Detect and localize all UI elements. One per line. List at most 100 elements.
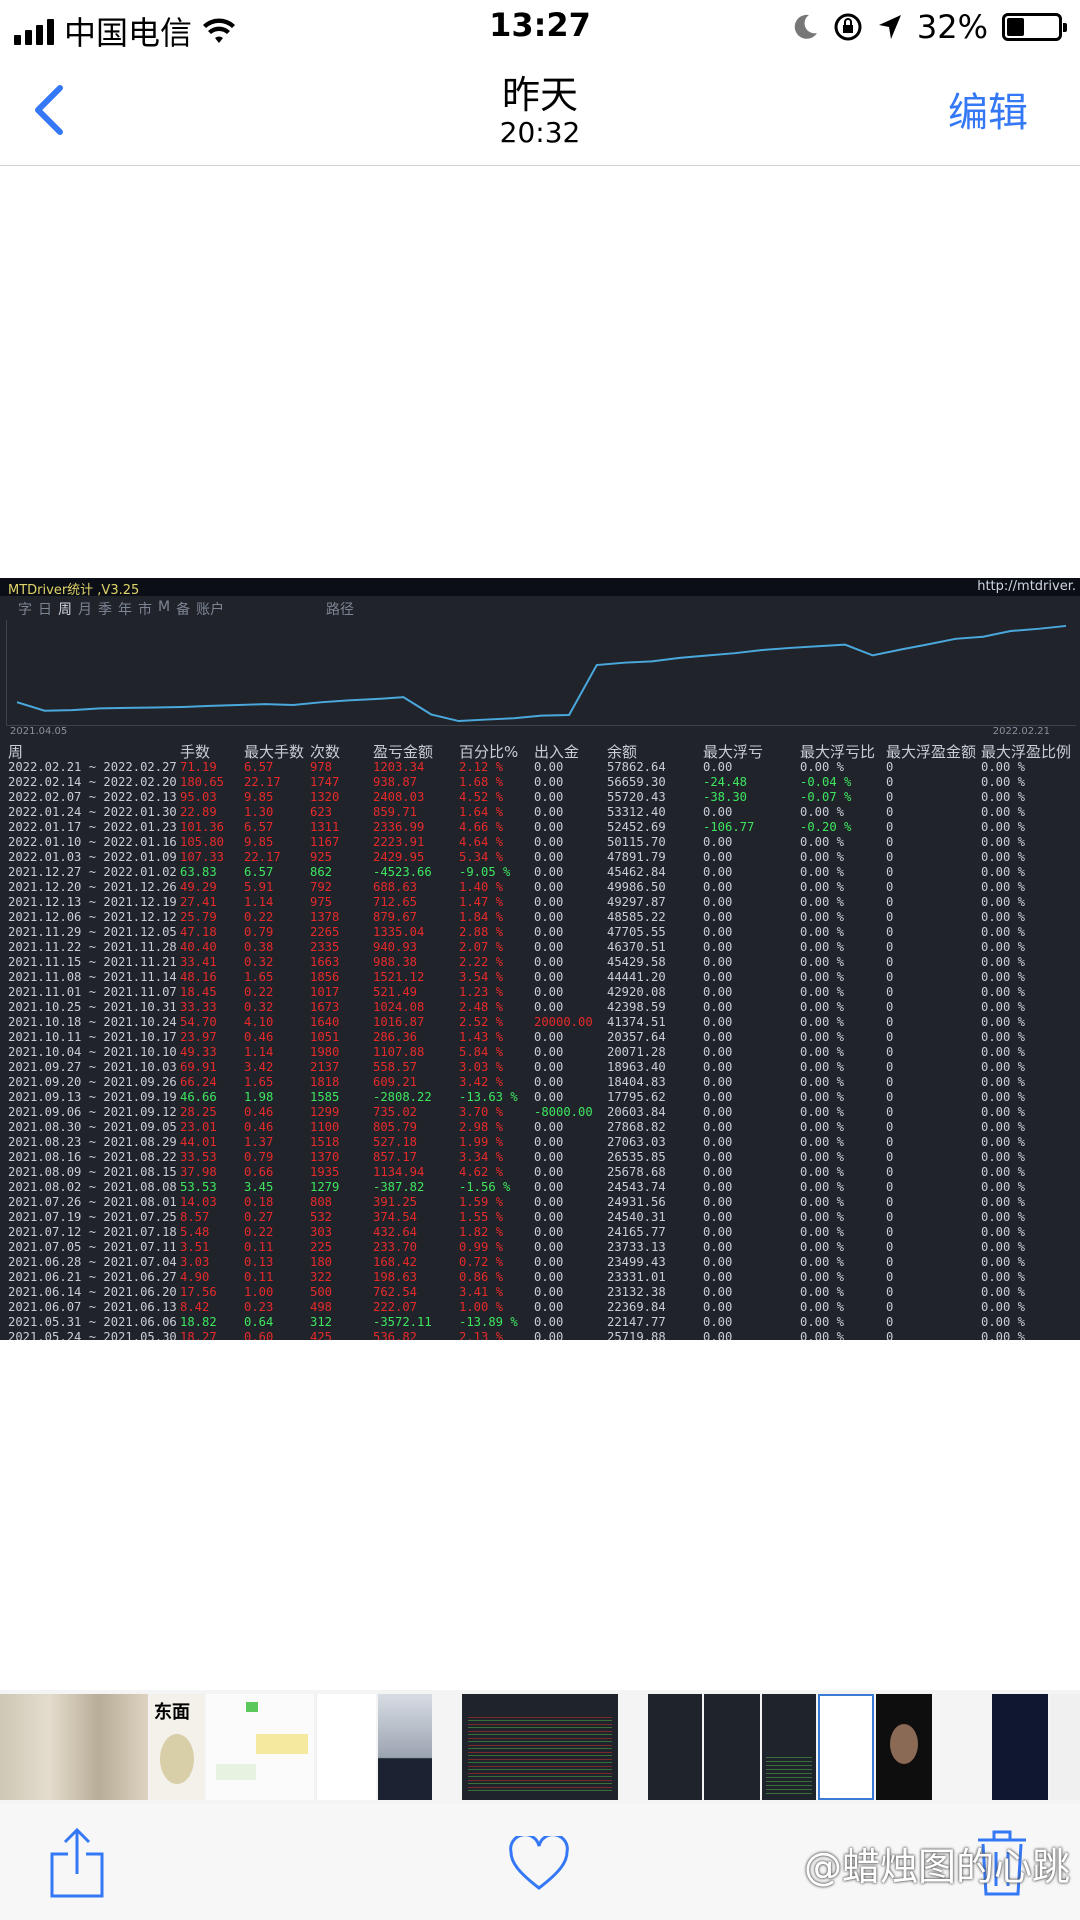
table-cell: 312 — [310, 1315, 333, 1329]
mt-tab[interactable]: 账户 — [196, 602, 225, 618]
table-cell: 0.00 % — [800, 1150, 845, 1164]
table-cell: 0.38 — [244, 940, 274, 954]
table-cell: 0.00 % — [981, 910, 1026, 924]
nav-subtitle: 20:32 — [499, 116, 581, 149]
table-cell: 3.54 % — [459, 970, 504, 984]
mt-tab[interactable]: 周 — [58, 602, 72, 618]
thumbnail[interactable]: 东面 — [150, 1694, 204, 1800]
table-cell: 0.00 — [703, 850, 733, 864]
table-cell: 0.99 % — [459, 1240, 504, 1254]
table-cell: 2021.07.19 ~ 2021.07.25 — [8, 1210, 177, 1224]
table-cell: 0 — [886, 1330, 894, 1340]
table-cell: 1.43 % — [459, 1030, 504, 1044]
mt-tab[interactable]: 字 — [18, 602, 32, 618]
mt-tab[interactable]: 年 — [118, 602, 132, 618]
table-row: 2021.12.06 ~ 2021.12.12 25.79 0.22 1378 879.… — [0, 910, 1080, 925]
table-row: 2021.06.21 ~ 2021.06.27 4.90 0.11 322 198.63… — [0, 1270, 1080, 1285]
thumbnail[interactable] — [378, 1694, 432, 1800]
thumbnail[interactable] — [934, 1694, 990, 1800]
status-bar: 中国电信 13:27 32% — [0, 0, 1080, 54]
table-cell: 2021.09.20 ~ 2021.09.26 — [8, 1075, 177, 1089]
table-cell: 0.00 — [703, 1045, 733, 1059]
table-cell: 0.00 — [703, 865, 733, 879]
thumbnail[interactable] — [648, 1694, 702, 1800]
thumbnail[interactable] — [0, 1694, 148, 1800]
thumbnail[interactable] — [1050, 1694, 1080, 1800]
table-cell: 2021.11.29 ~ 2021.12.05 — [8, 925, 177, 939]
table-cell: 26535.85 — [607, 1150, 666, 1164]
table-cell: -9.05 % — [459, 865, 511, 879]
table-header-cell: 盈亏金额 — [373, 743, 434, 761]
table-cell: 0.00 % — [981, 925, 1026, 939]
table-cell: 0.00 — [534, 1285, 564, 1299]
table-cell: 1.23 % — [459, 985, 504, 999]
table-cell: 0.00 % — [800, 925, 845, 939]
table-cell: 27.41 — [180, 895, 217, 909]
table-cell: 1.84 % — [459, 910, 504, 924]
table-cell: 20357.64 — [607, 1030, 666, 1044]
thumbnail[interactable] — [704, 1694, 760, 1800]
table-cell: 0.00 — [534, 925, 564, 939]
mt-tab[interactable]: 日 — [38, 602, 52, 618]
table-cell: 0.00 % — [981, 1120, 1026, 1134]
thumbnail[interactable] — [876, 1694, 932, 1800]
table-cell: 47705.55 — [607, 925, 666, 939]
table-row: 2021.06.28 ~ 2021.07.04 3.03 0.13 180 168.42… — [0, 1255, 1080, 1270]
table-cell: 0.00 — [534, 865, 564, 879]
table-cell: 0.00 % — [981, 1315, 1026, 1329]
trash-icon[interactable] — [974, 1828, 1030, 1898]
share-icon[interactable] — [48, 1826, 106, 1900]
table-cell: 0.00 % — [981, 1270, 1026, 1284]
table-cell: 0.11 — [244, 1240, 274, 1254]
thumbnail[interactable] — [992, 1694, 1048, 1800]
table-cell: 18.27 — [180, 1330, 217, 1340]
thumbnail[interactable] — [462, 1694, 618, 1800]
chart-end-date: 2022.02.21 — [992, 726, 1050, 737]
table-cell: 24540.31 — [607, 1210, 666, 1224]
table-cell: 0.00 — [534, 1240, 564, 1254]
table-cell: 0.00 % — [981, 1105, 1026, 1119]
table-cell: 0.00 % — [800, 1195, 845, 1209]
table-cell: 527.18 — [373, 1135, 418, 1149]
back-chevron-icon[interactable] — [26, 80, 86, 140]
table-cell: 1.68 % — [459, 775, 504, 789]
table-cell: 0.00 % — [800, 1270, 845, 1284]
table-cell: 6.57 — [244, 820, 274, 834]
table-cell: 0.32 — [244, 1000, 274, 1014]
mt-tab[interactable]: 季 — [98, 602, 112, 618]
table-cell: 0.00 % — [800, 1030, 845, 1044]
table-cell: 391.25 — [373, 1195, 418, 1209]
thumbnail[interactable] — [206, 1694, 314, 1800]
table-cell: 47891.79 — [607, 850, 666, 864]
table-cell: 18.82 — [180, 1315, 217, 1329]
table-cell: 0.00 % — [800, 895, 845, 909]
mt-tab[interactable]: M — [158, 599, 171, 615]
thumbnail[interactable] — [762, 1694, 816, 1800]
table-cell: 2.12 % — [459, 760, 504, 774]
table-cell: 1.82 % — [459, 1225, 504, 1239]
table-cell: 0.00 — [703, 910, 733, 924]
mt-tab[interactable]: 备 — [176, 602, 191, 618]
table-cell: 1.40 % — [459, 880, 504, 894]
heart-icon[interactable] — [508, 1836, 570, 1892]
table-cell: 1747 — [310, 775, 340, 789]
table-cell: 0.00 % — [981, 835, 1026, 849]
table-cell: 0.00 — [703, 1210, 733, 1224]
table-cell: 0.79 — [244, 925, 274, 939]
table-cell: 1134.94 — [373, 1165, 425, 1179]
table-cell: 1203.34 — [373, 760, 425, 774]
thumbnail-strip[interactable]: 东面 — [0, 1690, 1080, 1804]
edit-button[interactable]: 编辑 — [948, 90, 1028, 136]
table-cell: 0.00 — [703, 1270, 733, 1284]
table-cell: 0.00 — [534, 1180, 564, 1194]
table-cell: 1935 — [310, 1165, 340, 1179]
table-cell: 23132.38 — [607, 1285, 666, 1299]
table-cell: 0.00 — [534, 820, 564, 834]
table-cell: 0.00 — [703, 940, 733, 954]
table-cell: 2223.91 — [373, 835, 425, 849]
thumbnail[interactable] — [316, 1694, 376, 1800]
mt-tab[interactable]: 市 — [138, 602, 152, 618]
table-cell: 0.00 % — [981, 850, 1026, 864]
thumbnail[interactable] — [818, 1694, 874, 1800]
mt-tab[interactable]: 月 — [78, 602, 92, 618]
